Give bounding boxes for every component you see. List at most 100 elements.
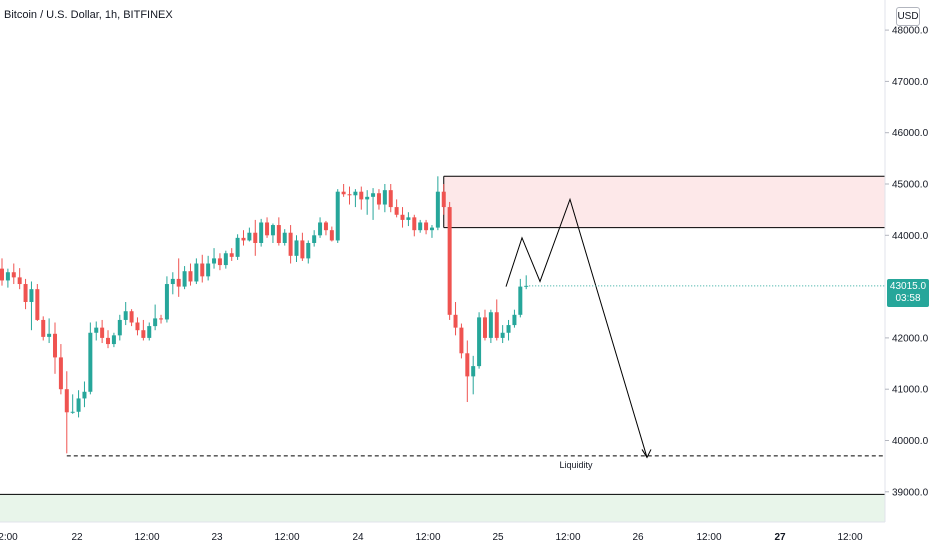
y-tick-label: 40000.0 xyxy=(892,436,929,447)
last-price-label: 43015.0 03:58 xyxy=(887,279,929,307)
y-tick-label: 39000.0 xyxy=(892,487,929,498)
candle-body xyxy=(494,312,499,338)
supply-zone xyxy=(443,176,885,228)
candle-body xyxy=(223,253,228,266)
candle-body xyxy=(135,322,140,331)
x-tick-label: 12:00 xyxy=(555,532,580,543)
candle-body xyxy=(70,411,75,413)
bar-countdown: 03:58 xyxy=(895,293,921,304)
candle-body xyxy=(123,311,128,320)
y-tick-label: 47000.0 xyxy=(892,77,929,88)
candle-body xyxy=(94,327,99,333)
candle-body xyxy=(300,240,305,259)
projection-arrowhead xyxy=(641,449,652,459)
candle-body xyxy=(147,326,152,338)
candle-body xyxy=(159,318,164,320)
y-tick-label: 48000.0 xyxy=(892,26,929,37)
candle-body xyxy=(282,232,287,243)
candle-body xyxy=(241,237,246,241)
candle-body xyxy=(447,207,452,315)
candle-body xyxy=(459,327,464,354)
projection-path xyxy=(505,197,648,458)
candle-body xyxy=(418,222,423,231)
x-tick-label: 26 xyxy=(632,532,644,543)
symbol-title[interactable]: Bitcoin / U.S. Dollar, 1h, BITFINEX xyxy=(4,9,173,21)
candle-body xyxy=(482,317,487,338)
candle-body xyxy=(500,332,505,338)
y-tick-label: 42000.0 xyxy=(892,333,929,344)
candle-body xyxy=(88,332,93,392)
drawings: Liquidity xyxy=(66,197,885,470)
candle-body xyxy=(164,284,169,320)
candle-body xyxy=(406,217,411,220)
candle-body xyxy=(229,253,234,257)
candle-body xyxy=(424,222,429,231)
last-price-value: 43015.0 xyxy=(889,281,927,292)
candle-body xyxy=(29,289,34,302)
candle-body xyxy=(323,222,328,231)
candle-body xyxy=(76,398,81,412)
candle-body xyxy=(259,222,264,243)
candle-body xyxy=(17,277,22,285)
candle-body xyxy=(353,191,358,196)
candle-body xyxy=(288,232,293,256)
x-tick-label: 12:00 xyxy=(696,532,721,543)
candle-body xyxy=(82,391,87,399)
candle-body xyxy=(518,286,523,315)
candle-body xyxy=(506,325,511,333)
candle-body xyxy=(212,258,217,264)
candle-body xyxy=(200,263,205,277)
candle-body xyxy=(435,191,440,228)
candle-body xyxy=(312,235,317,243)
candle-body xyxy=(371,193,376,197)
candle-body xyxy=(5,272,10,281)
candle-body xyxy=(400,214,405,220)
y-tick-label: 41000.0 xyxy=(892,385,929,396)
x-tick-label: 12:00 xyxy=(415,532,440,543)
y-tick-label: 46000.0 xyxy=(892,128,929,139)
candle-body xyxy=(253,232,258,243)
x-tick-label: 23 xyxy=(211,532,223,543)
x-tick-label: 22 xyxy=(71,532,83,543)
x-tick-label: 12:00 xyxy=(274,532,299,543)
candle-body xyxy=(64,389,69,413)
candle-body xyxy=(111,335,116,345)
candle-body xyxy=(376,193,381,205)
candle-body xyxy=(429,227,434,231)
candle-body xyxy=(318,222,323,236)
candle-body xyxy=(477,317,482,367)
candle-body xyxy=(41,319,46,337)
y-tick-label: 45000.0 xyxy=(892,180,929,191)
candle-body xyxy=(53,333,58,358)
x-tick-label: 2:00 xyxy=(0,532,18,543)
candle-body xyxy=(382,190,387,205)
candle-body xyxy=(329,230,334,241)
candle-body xyxy=(359,191,364,200)
candle-body xyxy=(141,330,146,338)
candle-body xyxy=(465,353,470,377)
candle-body xyxy=(347,194,352,196)
demand-zone xyxy=(0,494,885,522)
candle-body xyxy=(335,191,340,241)
candle-body xyxy=(412,217,417,231)
x-tick-label: 12:00 xyxy=(134,532,159,543)
candle-body xyxy=(47,333,52,337)
candle-body xyxy=(188,271,193,282)
candle-body xyxy=(276,225,281,243)
x-tick-label: 25 xyxy=(492,532,504,543)
x-tick-label: 24 xyxy=(352,532,364,543)
currency-button[interactable]: USD xyxy=(896,7,920,26)
candle-body xyxy=(35,289,40,320)
candle-body xyxy=(100,327,105,338)
candle-body xyxy=(182,271,187,287)
candle-body xyxy=(11,272,16,278)
candle-body xyxy=(58,357,63,390)
liquidity-label: Liquidity xyxy=(559,460,593,470)
x-tick-label: 27 xyxy=(774,532,786,543)
candle-body xyxy=(471,366,476,377)
candle-body xyxy=(365,196,370,200)
x-tick-label: 12:00 xyxy=(837,532,862,543)
candle-body xyxy=(294,240,299,256)
candle-body xyxy=(488,312,493,338)
